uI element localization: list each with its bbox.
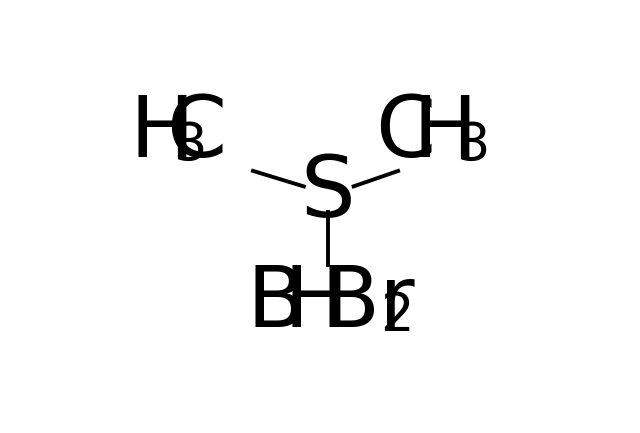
Text: Br: Br <box>321 262 415 345</box>
Text: 3: 3 <box>457 120 490 172</box>
Text: B: B <box>246 262 305 345</box>
Text: H: H <box>129 92 195 175</box>
Text: C: C <box>375 92 435 175</box>
Text: 3: 3 <box>174 120 208 172</box>
Text: C: C <box>166 92 227 175</box>
Text: 2: 2 <box>380 291 413 343</box>
Text: H: H <box>412 92 477 175</box>
Text: H: H <box>284 262 348 345</box>
Text: S: S <box>301 152 355 235</box>
